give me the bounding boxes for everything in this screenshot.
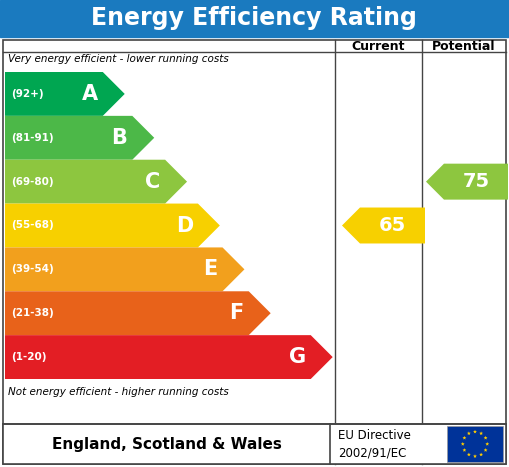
Text: 65: 65 <box>379 216 406 235</box>
Text: 75: 75 <box>463 172 490 191</box>
Polygon shape <box>5 291 271 335</box>
Text: EU Directive
2002/91/EC: EU Directive 2002/91/EC <box>338 429 411 459</box>
Text: Current: Current <box>352 40 405 52</box>
Text: Potential: Potential <box>432 40 496 52</box>
Text: (39-54): (39-54) <box>11 264 54 274</box>
Polygon shape <box>426 163 508 199</box>
Polygon shape <box>484 448 488 452</box>
Text: A: A <box>81 84 98 104</box>
Text: D: D <box>176 215 193 235</box>
Text: (21-38): (21-38) <box>11 308 54 318</box>
Text: G: G <box>289 347 306 367</box>
Polygon shape <box>5 72 125 116</box>
Bar <box>3 424 506 464</box>
Polygon shape <box>479 432 483 435</box>
Polygon shape <box>5 335 333 379</box>
Text: E: E <box>203 259 217 279</box>
Text: (55-68): (55-68) <box>11 220 54 231</box>
Polygon shape <box>467 453 471 456</box>
Polygon shape <box>5 248 244 291</box>
Polygon shape <box>5 204 220 248</box>
Text: Very energy efficient - lower running costs: Very energy efficient - lower running co… <box>8 54 229 64</box>
Text: (1-20): (1-20) <box>11 352 46 362</box>
Text: (92+): (92+) <box>11 89 44 99</box>
Polygon shape <box>479 453 483 456</box>
Text: Not energy efficient - higher running costs: Not energy efficient - higher running co… <box>8 387 229 397</box>
Text: C: C <box>145 172 160 191</box>
Text: Energy Efficiency Rating: Energy Efficiency Rating <box>91 7 417 30</box>
Polygon shape <box>486 442 489 446</box>
Polygon shape <box>461 442 465 446</box>
Text: England, Scotland & Wales: England, Scotland & Wales <box>52 437 282 452</box>
Polygon shape <box>484 436 488 439</box>
Bar <box>447 426 503 462</box>
Polygon shape <box>342 207 425 243</box>
Text: F: F <box>230 303 244 323</box>
Polygon shape <box>463 436 466 439</box>
Polygon shape <box>473 454 477 458</box>
Text: B: B <box>111 128 127 148</box>
Polygon shape <box>473 430 477 433</box>
Polygon shape <box>463 448 466 452</box>
Polygon shape <box>467 432 471 435</box>
Bar <box>0 0 509 37</box>
Text: (69-80): (69-80) <box>11 177 53 187</box>
Text: (81-91): (81-91) <box>11 133 53 143</box>
Polygon shape <box>5 116 154 160</box>
Polygon shape <box>5 160 187 204</box>
